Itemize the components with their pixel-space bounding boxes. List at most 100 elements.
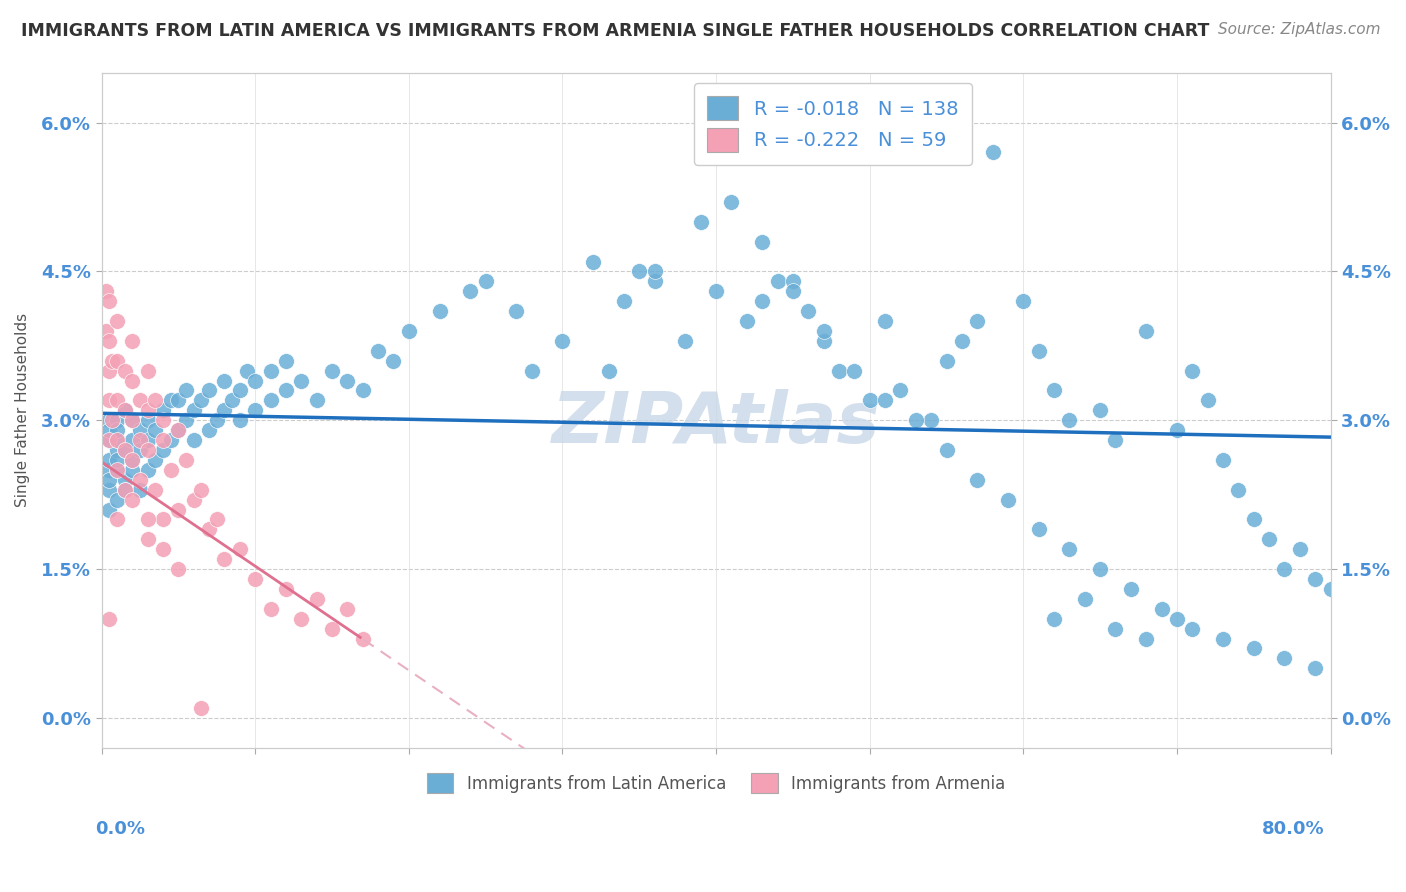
- Point: [221, 393, 243, 408]
- Point: [167, 502, 190, 516]
- Point: [1135, 632, 1157, 646]
- Point: [136, 512, 159, 526]
- Point: [114, 364, 136, 378]
- Point: [98, 364, 121, 378]
- Point: [243, 374, 266, 388]
- Point: [628, 264, 651, 278]
- Point: [828, 364, 851, 378]
- Point: [352, 384, 374, 398]
- Point: [966, 314, 988, 328]
- Point: [236, 364, 259, 378]
- Point: [129, 423, 152, 437]
- Point: [1197, 393, 1219, 408]
- Point: [98, 413, 121, 427]
- Point: [121, 453, 143, 467]
- Point: [305, 393, 328, 408]
- Point: [114, 483, 136, 497]
- Text: Source: ZipAtlas.com: Source: ZipAtlas.com: [1218, 22, 1381, 37]
- Point: [152, 403, 174, 417]
- Point: [429, 304, 451, 318]
- Point: [105, 433, 128, 447]
- Point: [114, 483, 136, 497]
- Point: [105, 423, 128, 437]
- Point: [367, 343, 389, 358]
- Point: [1135, 324, 1157, 338]
- Point: [751, 294, 773, 309]
- Point: [720, 194, 742, 209]
- Point: [382, 353, 405, 368]
- Point: [105, 453, 128, 467]
- Point: [981, 145, 1004, 160]
- Point: [1243, 512, 1265, 526]
- Point: [98, 433, 121, 447]
- Point: [1104, 622, 1126, 636]
- Point: [1319, 582, 1341, 596]
- Point: [214, 374, 236, 388]
- Point: [136, 413, 159, 427]
- Point: [336, 374, 359, 388]
- Point: [98, 502, 121, 516]
- Point: [121, 463, 143, 477]
- Text: IMMIGRANTS FROM LATIN AMERICA VS IMMIGRANTS FROM ARMENIA SINGLE FATHER HOUSEHOLD: IMMIGRANTS FROM LATIN AMERICA VS IMMIGRA…: [21, 22, 1209, 40]
- Point: [101, 413, 124, 427]
- Point: [98, 612, 121, 626]
- Point: [259, 393, 281, 408]
- Point: [1166, 612, 1188, 626]
- Point: [167, 423, 190, 437]
- Point: [143, 393, 166, 408]
- Point: [704, 285, 727, 299]
- Text: 80.0%: 80.0%: [1261, 820, 1324, 838]
- Point: [1181, 622, 1204, 636]
- Point: [98, 423, 121, 437]
- Point: [1212, 632, 1234, 646]
- Point: [352, 632, 374, 646]
- Point: [105, 512, 128, 526]
- Point: [1059, 542, 1081, 557]
- Point: [229, 542, 252, 557]
- Point: [121, 453, 143, 467]
- Point: [1212, 453, 1234, 467]
- Point: [1274, 562, 1296, 576]
- Point: [751, 235, 773, 249]
- Point: [105, 463, 128, 477]
- Point: [873, 393, 896, 408]
- Point: [474, 274, 496, 288]
- Point: [129, 443, 152, 458]
- Point: [105, 353, 128, 368]
- Point: [229, 413, 252, 427]
- Point: [766, 274, 789, 288]
- Point: [813, 334, 835, 348]
- Point: [143, 453, 166, 467]
- Point: [797, 304, 820, 318]
- Point: [274, 582, 297, 596]
- Text: ZIPAtlas: ZIPAtlas: [551, 389, 880, 458]
- Point: [114, 473, 136, 487]
- Point: [129, 483, 152, 497]
- Point: [782, 285, 804, 299]
- Point: [873, 314, 896, 328]
- Point: [582, 254, 605, 268]
- Point: [101, 353, 124, 368]
- Point: [1059, 413, 1081, 427]
- Point: [259, 364, 281, 378]
- Point: [844, 364, 866, 378]
- Point: [121, 492, 143, 507]
- Point: [904, 413, 927, 427]
- Point: [94, 285, 117, 299]
- Point: [551, 334, 574, 348]
- Point: [1166, 423, 1188, 437]
- Point: [1088, 403, 1111, 417]
- Point: [859, 393, 882, 408]
- Point: [290, 612, 312, 626]
- Point: [398, 324, 420, 338]
- Point: [136, 463, 159, 477]
- Point: [520, 364, 543, 378]
- Point: [152, 443, 174, 458]
- Point: [1243, 641, 1265, 656]
- Point: [190, 483, 212, 497]
- Point: [214, 403, 236, 417]
- Point: [190, 701, 212, 715]
- Point: [613, 294, 636, 309]
- Point: [114, 443, 136, 458]
- Point: [689, 215, 711, 229]
